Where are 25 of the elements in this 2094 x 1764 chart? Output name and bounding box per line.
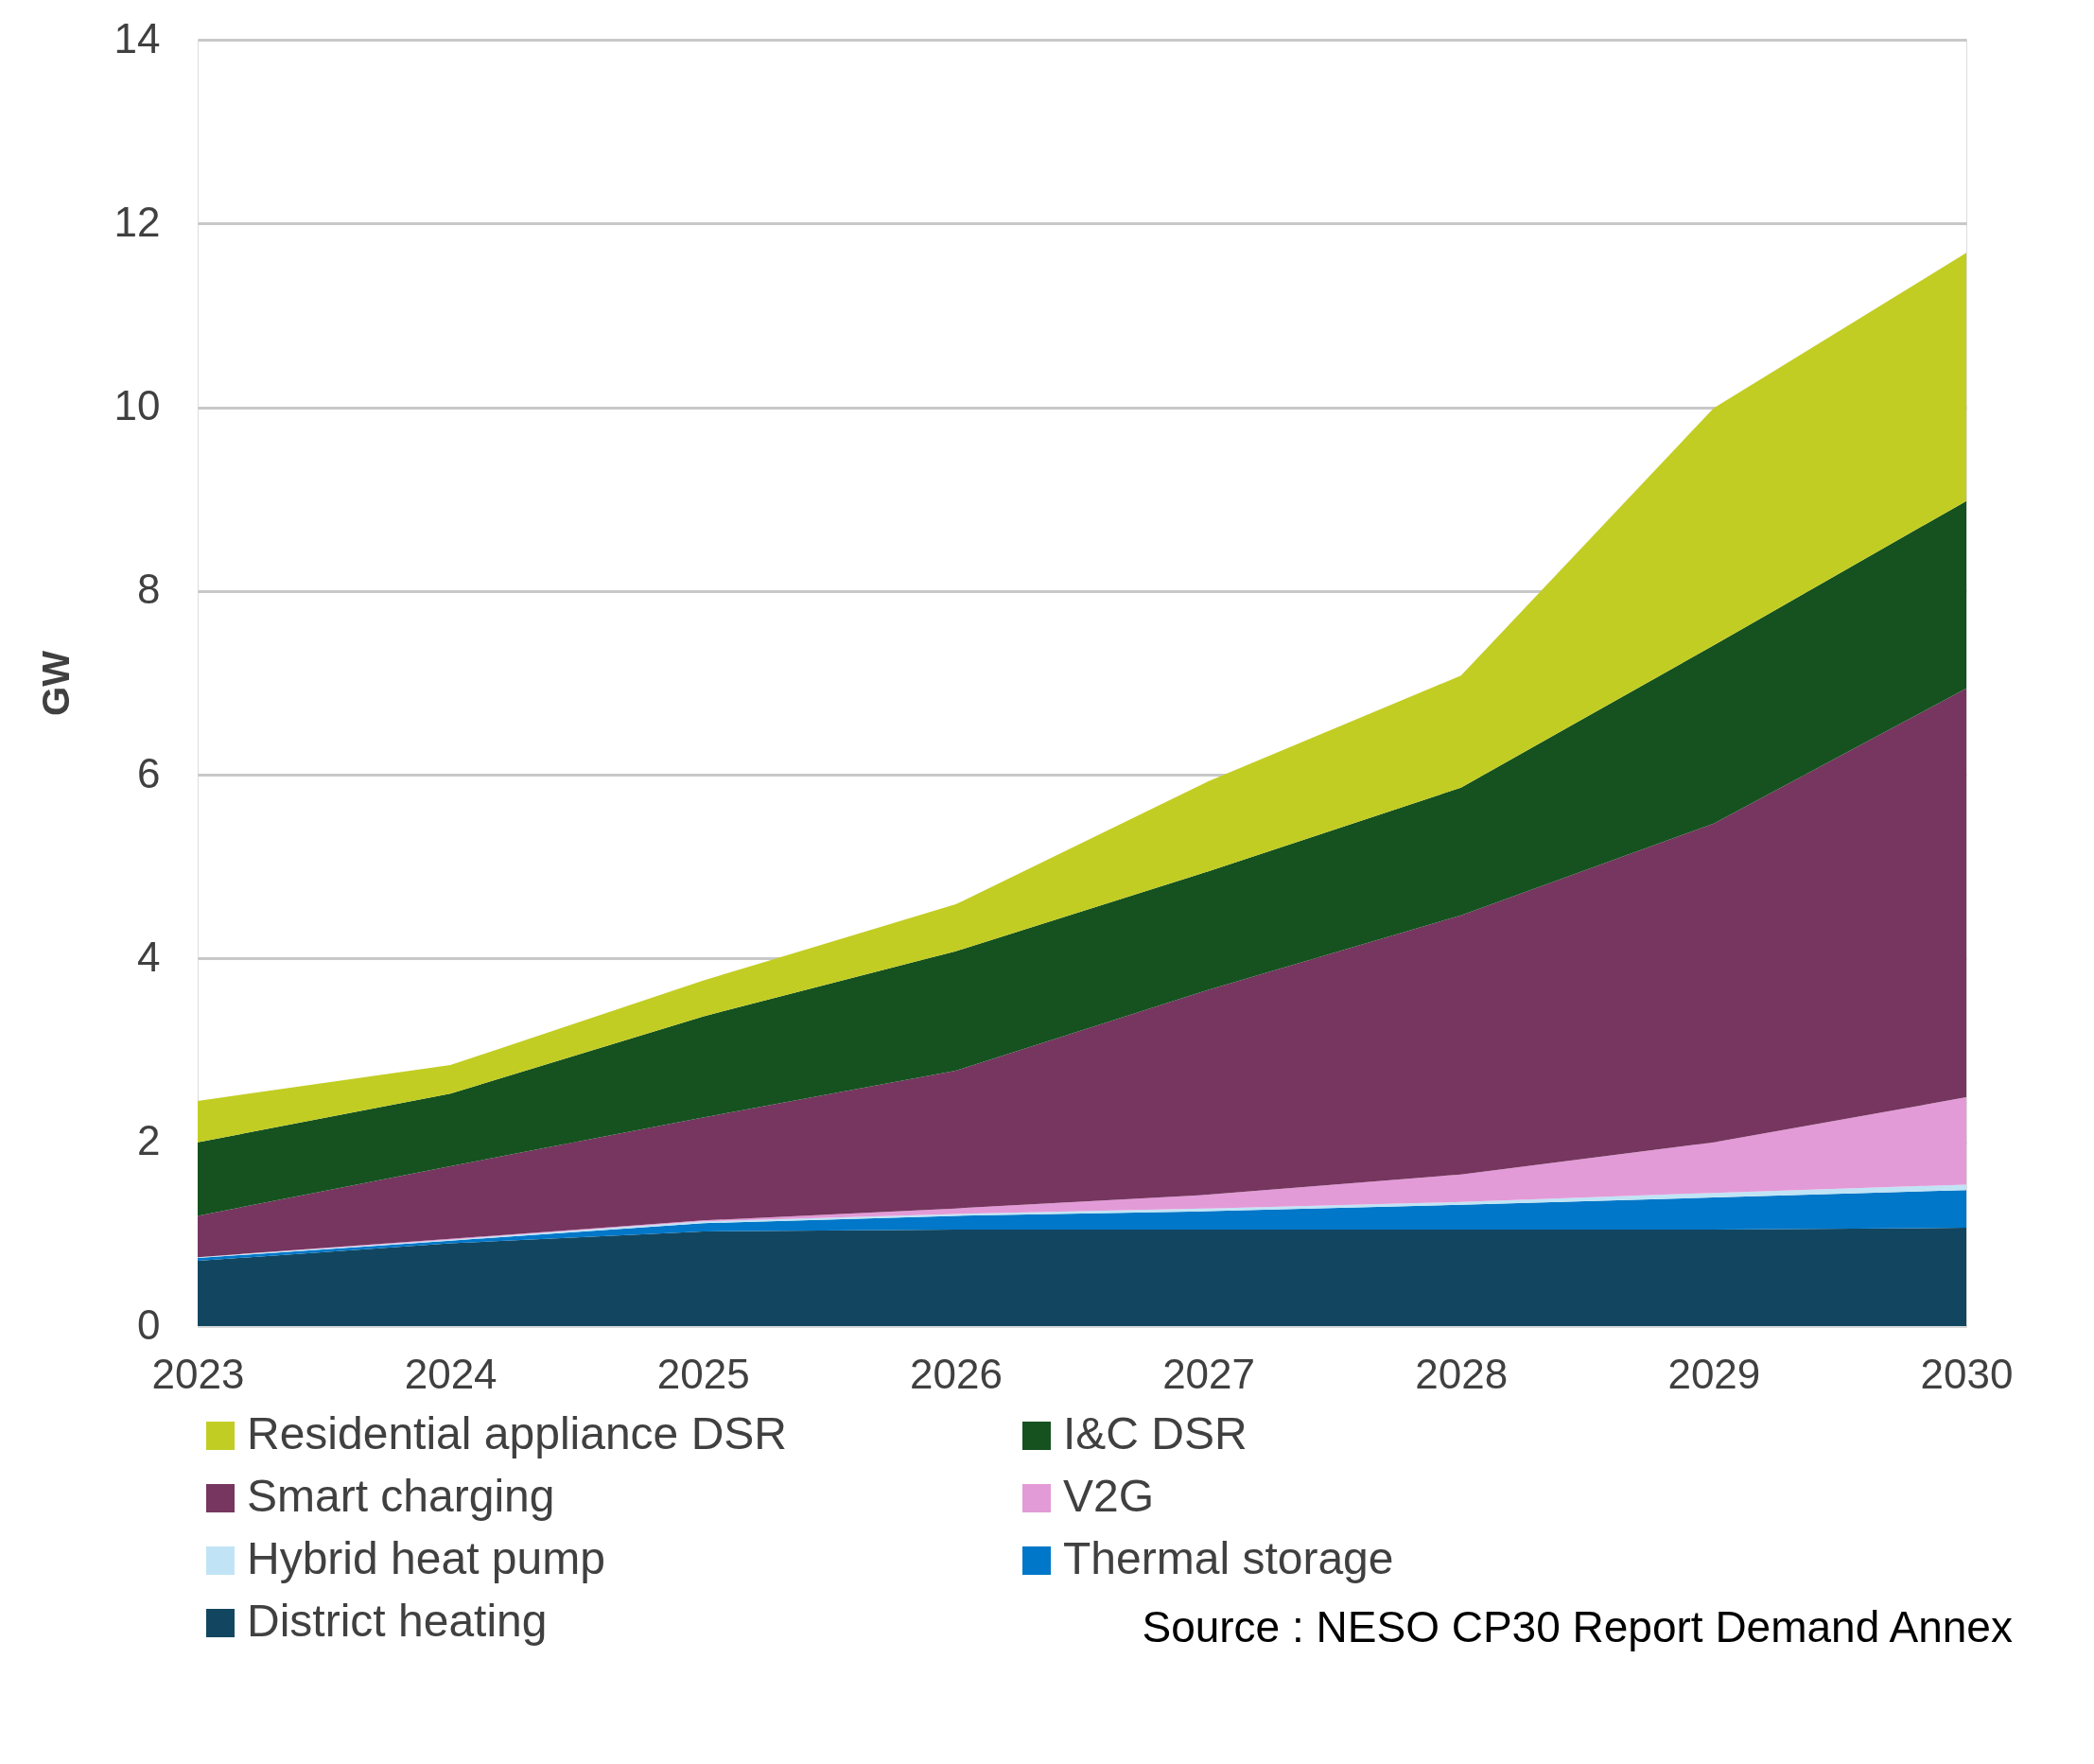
x-tick-label: 2023	[151, 1350, 245, 1397]
legend-label: Residential appliance DSR	[247, 1408, 787, 1458]
legend-label: Hybrid heat pump	[247, 1533, 605, 1583]
legend-label: Smart charging	[247, 1471, 555, 1521]
y-tick-label: 2	[137, 1117, 161, 1164]
y-tick-label: 12	[113, 198, 161, 245]
source-note: Source : NESO CP30 Report Demand Annex	[1142, 1602, 2013, 1651]
y-tick-label: 4	[137, 933, 161, 980]
y-tick-label: 8	[137, 566, 161, 613]
x-tick-label: 2026	[909, 1350, 1003, 1397]
x-tick-label: 2028	[1415, 1350, 1509, 1397]
legend-label: District heating	[247, 1596, 548, 1646]
legend-label: Thermal storage	[1063, 1533, 1394, 1583]
x-tick-label: 2024	[404, 1350, 497, 1397]
legend-label: V2G	[1063, 1471, 1155, 1521]
y-axis-title: GW	[34, 650, 77, 716]
y-tick-label: 0	[137, 1301, 161, 1348]
x-tick-label: 2029	[1667, 1350, 1761, 1397]
x-tick-label: 2030	[1920, 1350, 2014, 1397]
x-tick-label: 2027	[1162, 1350, 1256, 1397]
y-tick-label: 10	[113, 382, 161, 429]
x-tick-label: 2025	[656, 1350, 750, 1397]
y-tick-label: 6	[137, 749, 161, 796]
legend-label: I&C DSR	[1063, 1408, 1248, 1458]
y-tick-label: 14	[113, 14, 161, 61]
